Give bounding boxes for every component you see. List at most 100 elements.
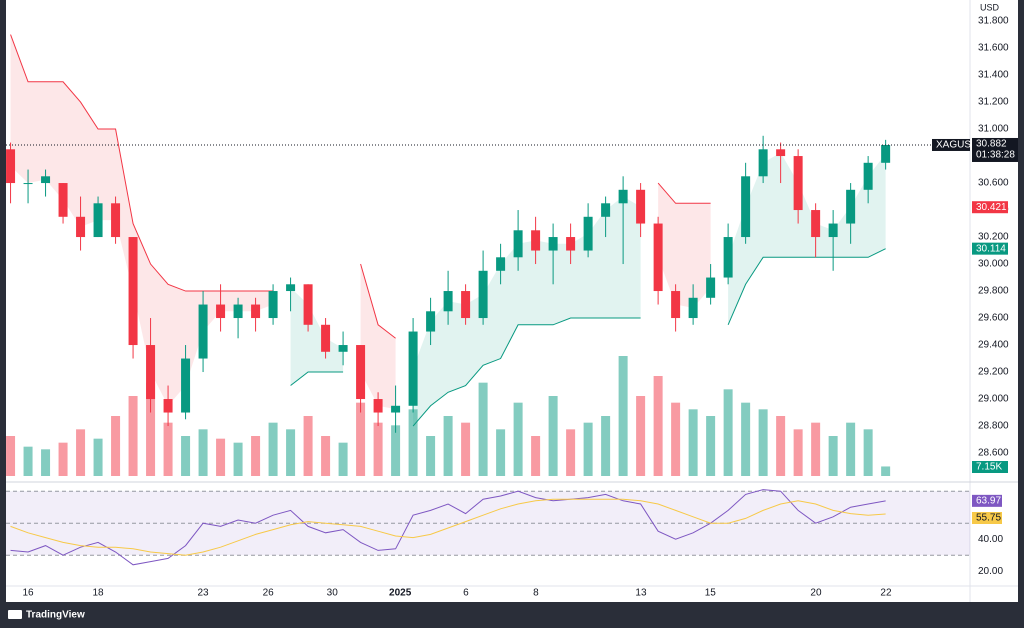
- volume-bar: [758, 409, 768, 476]
- volume-bar: [198, 429, 208, 476]
- volume-bar: [111, 416, 121, 476]
- candle-body: [111, 203, 121, 238]
- volume-bar: [251, 436, 261, 476]
- candle-body: [688, 297, 698, 319]
- candle-body: [566, 237, 576, 251]
- price-tag: [972, 137, 1018, 162]
- volume-bar: [426, 436, 436, 476]
- candle-body: [321, 324, 331, 352]
- volume-bar: [23, 446, 33, 476]
- volume-bar: [58, 442, 68, 476]
- trend-fill: [658, 183, 711, 308]
- volume-bar: [496, 429, 506, 476]
- candle-body: [513, 230, 523, 258]
- chart-background: [6, 0, 1018, 602]
- candle-body: [6, 149, 16, 184]
- candle-body: [548, 237, 558, 251]
- volume-bar: [356, 402, 366, 476]
- trend-fill: [728, 152, 886, 325]
- candle-body: [881, 144, 891, 163]
- currency-label: USD: [980, 2, 1000, 12]
- volume-bar: [618, 356, 628, 476]
- y-tick-label: 29.200: [978, 367, 1009, 378]
- candle-body: [251, 304, 261, 319]
- candle-body: [426, 311, 436, 332]
- candle-body: [793, 156, 803, 211]
- symbol-tag: [932, 138, 970, 151]
- candle-body: [58, 183, 68, 217]
- y-tick-label: 30.600: [978, 178, 1009, 189]
- volume-bar: [706, 416, 716, 476]
- trend-line: [412, 317, 641, 427]
- y-tick-label: 29.600: [978, 313, 1009, 324]
- candle-body: [268, 291, 278, 319]
- volume-bar: [181, 436, 191, 476]
- volume-bar: [531, 436, 541, 476]
- candle-body: [216, 304, 226, 319]
- rsi-tag: [972, 512, 1002, 524]
- candle-body: [146, 345, 156, 400]
- axis-tag: [972, 201, 1008, 214]
- candle-body: [741, 176, 751, 238]
- volume-bar: [776, 416, 786, 476]
- candle-body: [356, 345, 366, 400]
- y-tick-label: 30.200: [978, 232, 1009, 243]
- candle-body: [41, 176, 51, 184]
- candle-body: [583, 216, 593, 251]
- volume-bar: [688, 409, 698, 476]
- volume-bar: [303, 416, 313, 476]
- x-tick-label: 26: [263, 588, 275, 599]
- volume-bar: [671, 402, 681, 476]
- volume-bar: [373, 422, 383, 476]
- candle-body: [811, 210, 821, 238]
- trend-line: [10, 34, 274, 292]
- candle-body: [461, 291, 471, 319]
- candle-body: [408, 331, 418, 406]
- axis-tag-label: 30.421: [976, 202, 1007, 213]
- rsi-band: [6, 491, 970, 556]
- volume-bar: [391, 425, 401, 476]
- y-tick-label: 30.000: [978, 259, 1009, 270]
- volume-bar: [828, 436, 838, 476]
- volume-bar: [443, 416, 453, 476]
- volume-bar: [863, 429, 873, 476]
- volume-bar: [881, 466, 891, 476]
- volume-bar: [268, 422, 278, 476]
- volume-bar: [93, 438, 103, 476]
- y-tick-label: 31.400: [978, 70, 1009, 81]
- trend-line: [657, 182, 711, 204]
- candle-body: [233, 304, 243, 319]
- volume-bar: [163, 422, 173, 476]
- candle-body: [443, 291, 453, 312]
- volume-tag: [972, 461, 1008, 473]
- rsi-tag-label: 63.97: [976, 495, 1001, 506]
- candle-body: [198, 304, 208, 359]
- volume-bar: [461, 422, 471, 476]
- volume-tag-label: 7.15K: [976, 462, 1002, 473]
- footer: [6, 603, 1018, 628]
- candle-body: [758, 149, 768, 177]
- volume-bar: [146, 382, 156, 476]
- trend-line: [360, 263, 396, 339]
- volume-bar: [566, 429, 576, 476]
- brand-logo: [8, 610, 22, 619]
- volume-bar: [41, 449, 51, 476]
- trend-fill: [413, 196, 641, 427]
- rsi-tag: [972, 494, 1002, 507]
- candle-body: [723, 237, 733, 278]
- x-tick-label: 18: [92, 588, 104, 599]
- volume-bar: [513, 402, 523, 476]
- y-tick-label: 28.600: [978, 448, 1009, 459]
- candle-body: [391, 405, 401, 413]
- volume-bar: [321, 436, 331, 476]
- volume-bar: [723, 389, 733, 476]
- candle-body: [706, 277, 716, 298]
- volume-bar: [583, 422, 593, 476]
- volume-bar: [408, 409, 418, 476]
- y-tick-label: 28.800: [978, 421, 1009, 432]
- rsi-tick-label: 20.00: [978, 566, 1003, 577]
- volume-bar: [548, 396, 558, 476]
- candle-body: [338, 345, 348, 352]
- x-tick-label: 2025: [389, 588, 412, 599]
